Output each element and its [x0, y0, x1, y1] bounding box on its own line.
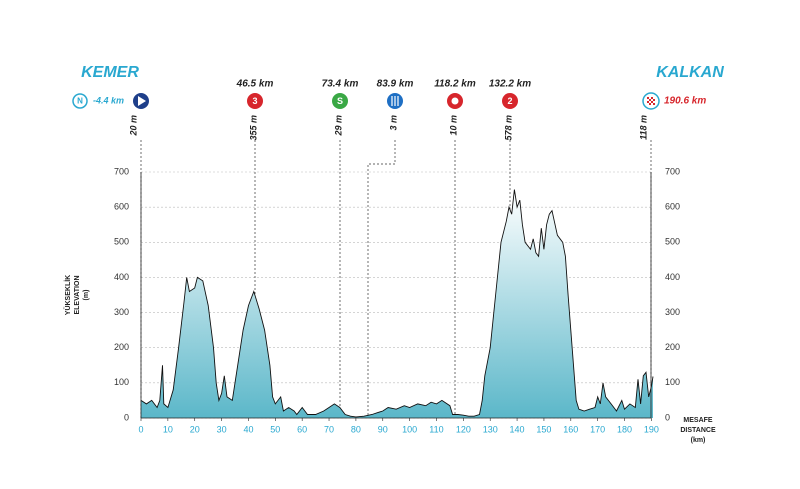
profile-area [141, 189, 653, 418]
y-axis-title-line: ELEVATION [74, 275, 81, 314]
y-axis-title-line: YÜKSEKLİK [63, 275, 72, 315]
x-tick-label: 120 [456, 424, 471, 434]
x-axis-title-line: (km) [691, 437, 706, 444]
marker-elevation: 355 m [248, 115, 258, 141]
y-tick-label-right: 300 [665, 307, 680, 317]
marker-distance: 118.2 km [434, 79, 476, 90]
start-name: KEMER [81, 64, 139, 81]
marker-distance: 73.4 km [322, 79, 359, 90]
neutral-distance: -4.4 km [93, 95, 124, 105]
y-tick-label: 100 [114, 377, 129, 387]
y-tick-label-right: 100 [665, 377, 680, 387]
y-tick-label-right: 0 [665, 412, 670, 422]
x-tick-label: 0 [138, 424, 143, 434]
x-axis-title-line: DISTANCE [680, 427, 716, 434]
x-tick-label: 190 [644, 424, 659, 434]
marker-distance: 132.2 km [489, 79, 531, 90]
finish-distance: 190.6 km [664, 96, 706, 107]
x-tick-label: 140 [510, 424, 525, 434]
x-tick-label: 50 [270, 424, 280, 434]
y-tick-label: 500 [114, 237, 129, 247]
x-tick-label: 180 [617, 424, 632, 434]
neutral-icon [72, 93, 88, 109]
x-tick-label: 150 [536, 424, 551, 434]
marker-distance: 46.5 km [236, 79, 274, 90]
x-tick-label: 30 [217, 424, 227, 434]
marker-icon-glyph [391, 96, 399, 106]
x-tick-label: 80 [351, 424, 361, 434]
marker-icon-label: 3 [252, 96, 257, 106]
x-tick-label: 60 [297, 424, 307, 434]
x-tick-label: 10 [163, 424, 173, 434]
marker-line [367, 140, 396, 418]
marker-elevation: 578 m [503, 115, 513, 141]
finish-icon-flag [647, 97, 655, 105]
marker-icon [502, 93, 518, 109]
finish-icon [642, 92, 660, 110]
y-tick-label: 300 [114, 307, 129, 317]
x-tick-label: 170 [590, 424, 605, 434]
neutral-icon-letter: N [77, 97, 83, 106]
x-tick-label: 40 [243, 424, 253, 434]
y-tick-label-right: 600 [665, 202, 680, 212]
x-tick-label: 100 [402, 424, 417, 434]
y-tick-label-right: 500 [665, 237, 680, 247]
profile-line [140, 189, 654, 418]
marker-distance: 83.9 km [377, 79, 414, 90]
x-tick-label: 160 [563, 424, 578, 434]
start-icon-play [138, 96, 146, 106]
y-tick-label: 0 [124, 412, 129, 422]
y-tick-label: 200 [114, 342, 129, 352]
x-tick-label: 110 [429, 424, 443, 434]
y-tick-label: 400 [114, 272, 129, 282]
marker-icon [247, 93, 263, 109]
x-tick-label: 130 [483, 424, 498, 434]
y-tick-label-right: 700 [665, 166, 680, 176]
x-axis-title-line: MESAFE [683, 417, 713, 424]
y-tick-label: 600 [114, 202, 129, 212]
marker-elevation: 3 m [388, 115, 398, 131]
y-axis-title: YÜKSEKLİK ELEVATION (m) [63, 275, 90, 315]
finish-name: KALKAN [656, 64, 724, 81]
marker-icon-glyph [451, 97, 459, 105]
marker-icon [332, 93, 348, 109]
x-tick-label: 70 [324, 424, 334, 434]
marker-icon-label: S [337, 96, 343, 106]
y-axis-title-line: (m) [83, 290, 90, 301]
x-tick-label: 20 [190, 424, 200, 434]
x-tick-label: 90 [378, 424, 388, 434]
y-tick-label-right: 400 [665, 272, 680, 282]
y-tick-label: 700 [114, 166, 129, 176]
marker-elevation: 10 m [448, 115, 458, 136]
start-elevation: 20 m [128, 115, 138, 137]
y-tick-label-right: 200 [665, 342, 680, 352]
marker-elevation: 29 m [333, 115, 343, 137]
marker-icon-label: 2 [507, 96, 512, 106]
finish-elevation: 118 m [638, 115, 648, 140]
